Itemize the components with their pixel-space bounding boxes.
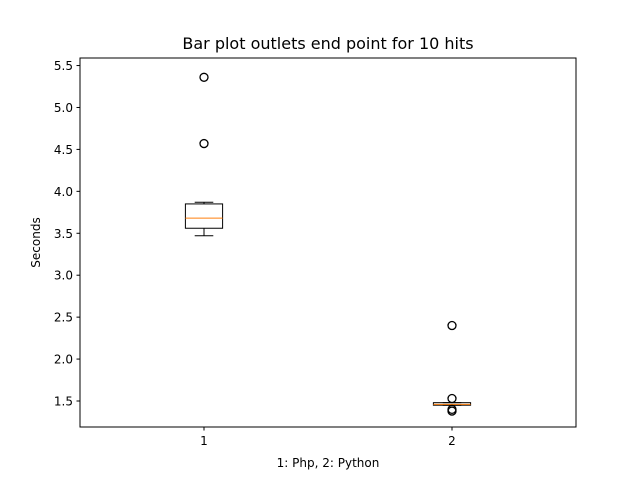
box-iqr [184, 203, 224, 229]
x-tick-label: 2 [448, 434, 456, 448]
y-tick-label: 4.5 [54, 143, 73, 157]
outlier-point [447, 320, 457, 331]
outlier-point [447, 393, 457, 404]
outlier-point [447, 404, 457, 415]
plot-frame [79, 57, 577, 428]
y-tick-label: 5.5 [54, 59, 73, 73]
y-tick-label: 4.0 [54, 185, 73, 199]
outlier-point [199, 138, 209, 149]
chart-title: Bar plot outlets end point for 10 hits [182, 34, 473, 53]
outlier-point [199, 72, 209, 82]
y-tick-label: 2.0 [54, 353, 73, 367]
y-tick-label: 3.0 [54, 269, 73, 283]
y-tick-label: 1.5 [54, 395, 73, 409]
y-tick-label: 2.5 [54, 311, 73, 325]
y-tick-label: 3.5 [54, 227, 73, 241]
box-marks [184, 72, 472, 416]
axis-ticks: 1.5 2.0 2.5 3.0 3.5 4.0 4.5 5.0 5.5 1 2 [54, 59, 456, 448]
y-axis-label: Seconds [29, 217, 43, 267]
y-tick-label: 5.0 [54, 101, 73, 115]
x-tick-label: 1 [200, 434, 208, 448]
x-axis-label: 1: Php, 2: Python [277, 456, 380, 470]
plot-area [80, 58, 576, 427]
